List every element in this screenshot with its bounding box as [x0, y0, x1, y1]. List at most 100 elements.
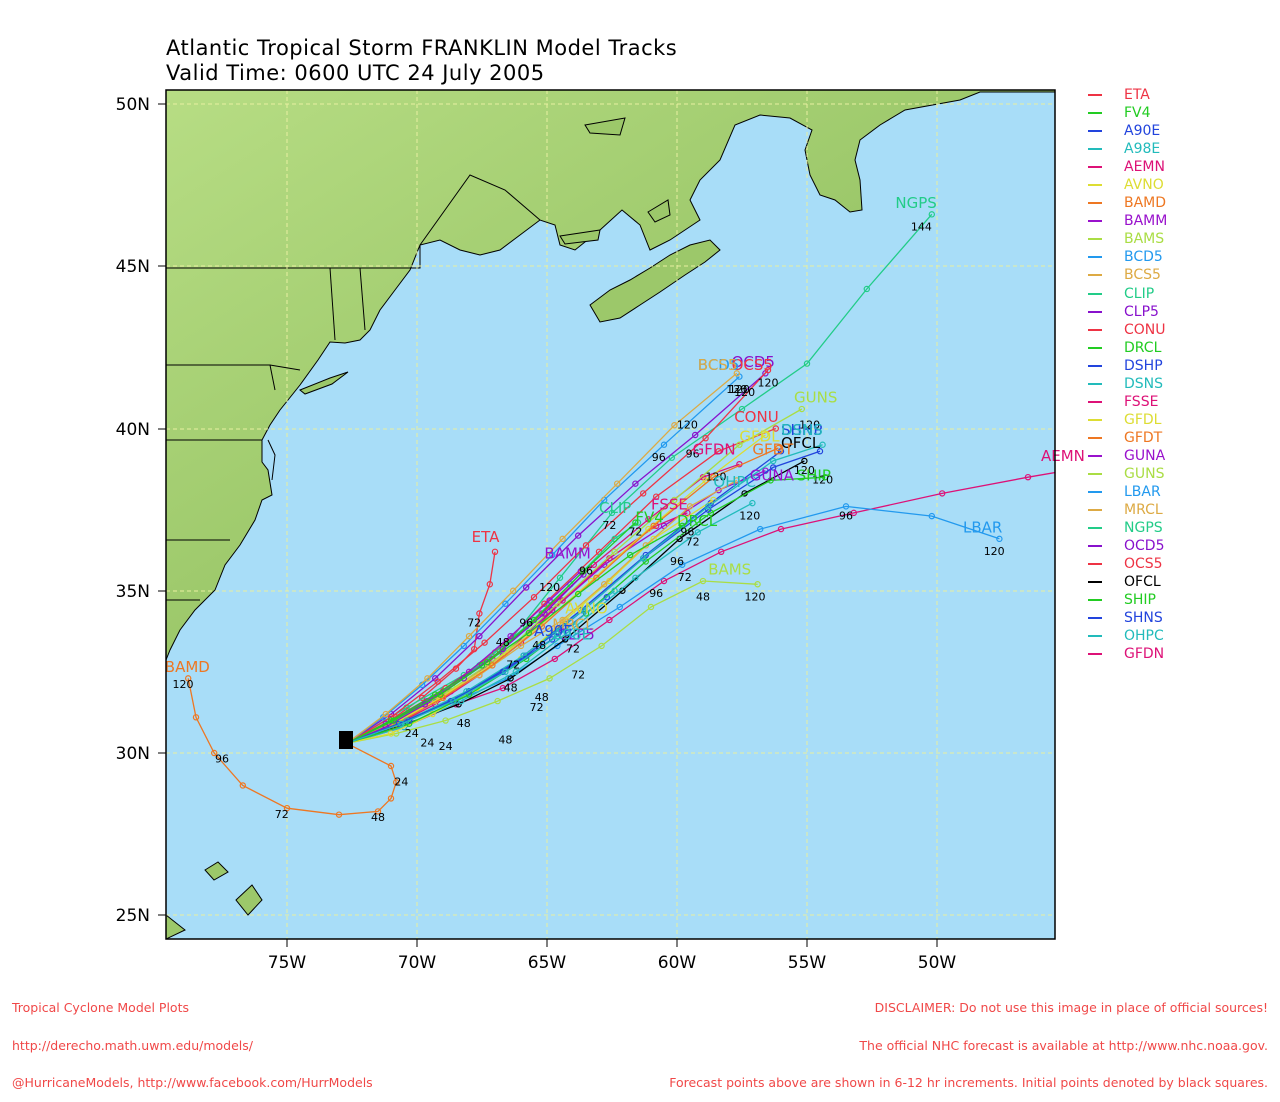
forecast-point: [679, 522, 686, 530]
forecast-point: [499, 645, 506, 653]
legend-item: BAMD: [1088, 194, 1167, 212]
footer-left-line: @HurricaneModels, http://www.facebook.co…: [12, 1075, 373, 1090]
forecast-point: [335, 811, 343, 818]
forecast-point: [660, 577, 668, 585]
forecast-point: [499, 684, 506, 692]
forecast-hour-label: 96: [652, 451, 666, 464]
legend-label: GFDT: [1124, 429, 1163, 446]
forecast-point: [575, 590, 582, 598]
legend-item: OFCL: [1088, 573, 1167, 591]
legend-swatch: [1088, 418, 1102, 421]
forecast-point: [541, 610, 548, 617]
model-label-bcd5: BCD5: [698, 356, 740, 374]
forecast-point: [523, 584, 530, 591]
forecast-hour-label: 120: [745, 590, 766, 603]
forecast-hour-label: 96: [579, 565, 593, 578]
legend-item: CONU: [1088, 321, 1167, 339]
forecast-point: [671, 496, 678, 504]
forecast-hour-label: 72: [467, 616, 481, 629]
model-label-a90e: A90E: [534, 622, 573, 640]
forecast-hour-label: 96: [680, 526, 694, 539]
forecast-point: [546, 675, 553, 682]
legend-item: BCD5: [1088, 248, 1167, 266]
legend-item: OHPC: [1088, 627, 1167, 645]
forecast-hour-label: 72: [530, 701, 544, 714]
forecast-point: [611, 587, 618, 594]
model-label-fv4: FV4: [635, 509, 663, 527]
land-nova-scotia: [589, 239, 721, 323]
legend-label: DSHP: [1124, 357, 1163, 374]
forecast-hour-label: 24: [394, 775, 408, 788]
legend-label: A98E: [1124, 141, 1161, 158]
footer-left-line: http://derecho.math.uwm.edu/models/: [12, 1037, 254, 1053]
model-label-gfdn: GFDN: [693, 440, 736, 458]
forecast-point: [640, 555, 647, 562]
legend-swatch: [1088, 599, 1102, 602]
forecast-hour-label: 120: [758, 376, 779, 389]
legend-item: FSSE: [1088, 393, 1167, 411]
forecast-point: [489, 662, 496, 669]
forecast-point: [650, 522, 657, 530]
forecast-hour-label: 72: [628, 526, 642, 539]
model-legend: ETA FV4 A90E A98E AEMN AVNO BAMD BAMM BAMS BCD5 BC…: [1088, 86, 1167, 664]
forecast-point: [705, 503, 712, 510]
legend-swatch: [1088, 563, 1102, 566]
legend-item: GUNA: [1088, 447, 1167, 465]
legend-item: GFDL: [1088, 411, 1167, 429]
legend-label: GFDL: [1124, 411, 1162, 428]
forecast-point: [770, 464, 777, 471]
legend-swatch: [1088, 256, 1102, 259]
forecast-point: [627, 551, 634, 559]
forecast-point: [554, 642, 561, 650]
forecast-point: [692, 431, 699, 439]
forecast-hour-label: 24: [439, 740, 453, 753]
forecast-point: [798, 405, 806, 413]
forecast-point: [767, 477, 774, 484]
forecast-hour-label: 48: [498, 733, 512, 746]
forecast-point: [601, 581, 608, 588]
forecast-point: [632, 480, 639, 487]
track-bcd5: [346, 376, 740, 744]
legend-label: BAMS: [1124, 231, 1165, 248]
forecast-point: [749, 499, 756, 507]
forecast-point: [486, 581, 493, 588]
model-label-drcl: DRCL: [677, 512, 718, 530]
forecast-point: [494, 697, 501, 705]
model-label-guna: GUNA: [750, 466, 795, 484]
forecast-point: [738, 405, 746, 413]
legend-item: DSNS: [1088, 375, 1167, 393]
legend-swatch: [1088, 220, 1102, 223]
track-bams: [346, 580, 758, 744]
legend-item: A90E: [1088, 122, 1167, 140]
forecast-hour-label: 48: [371, 811, 385, 824]
model-label-bamd: BAMD: [165, 658, 210, 676]
forecast-point: [481, 639, 488, 646]
forecast-hour-label: 48: [696, 590, 710, 603]
forecast-hour-label: 120: [739, 509, 760, 522]
model-name-labels: BAMDETANGPSAEMNLBARBAMSOFCLOHPCSHNSGFDNG…: [165, 194, 1085, 676]
legend-swatch: [1088, 527, 1102, 530]
legend-label: MRCL: [1124, 502, 1163, 519]
track-ocd5: [346, 372, 766, 744]
forecast-point: [502, 600, 509, 607]
lat-label: 25N: [116, 906, 150, 926]
forecast-point: [562, 636, 569, 643]
footer-right-line: DISCLAIMER: Do not use this image in pla…: [874, 1000, 1268, 1015]
forecast-point: [512, 668, 520, 676]
forecast-hour-label: 48: [504, 681, 518, 694]
model-label-conu: CONU: [734, 408, 778, 426]
legend-label: OCS5: [1124, 556, 1163, 573]
lon-label: 60W: [658, 953, 697, 973]
model-label-fsse: FSSE: [651, 496, 688, 514]
forecast-hour-label: 120: [173, 678, 194, 691]
model-label-a98e: A98E: [552, 625, 591, 643]
forecast-point: [582, 542, 590, 549]
forecast-point: [718, 548, 725, 556]
model-label-ocd5: OCD5: [732, 353, 775, 371]
forecast-point: [538, 623, 546, 630]
forecast-point: [390, 717, 397, 724]
lat-label: 30N: [116, 744, 150, 764]
forecast-point: [939, 490, 946, 497]
forecast-hour-label: 96: [686, 448, 700, 461]
